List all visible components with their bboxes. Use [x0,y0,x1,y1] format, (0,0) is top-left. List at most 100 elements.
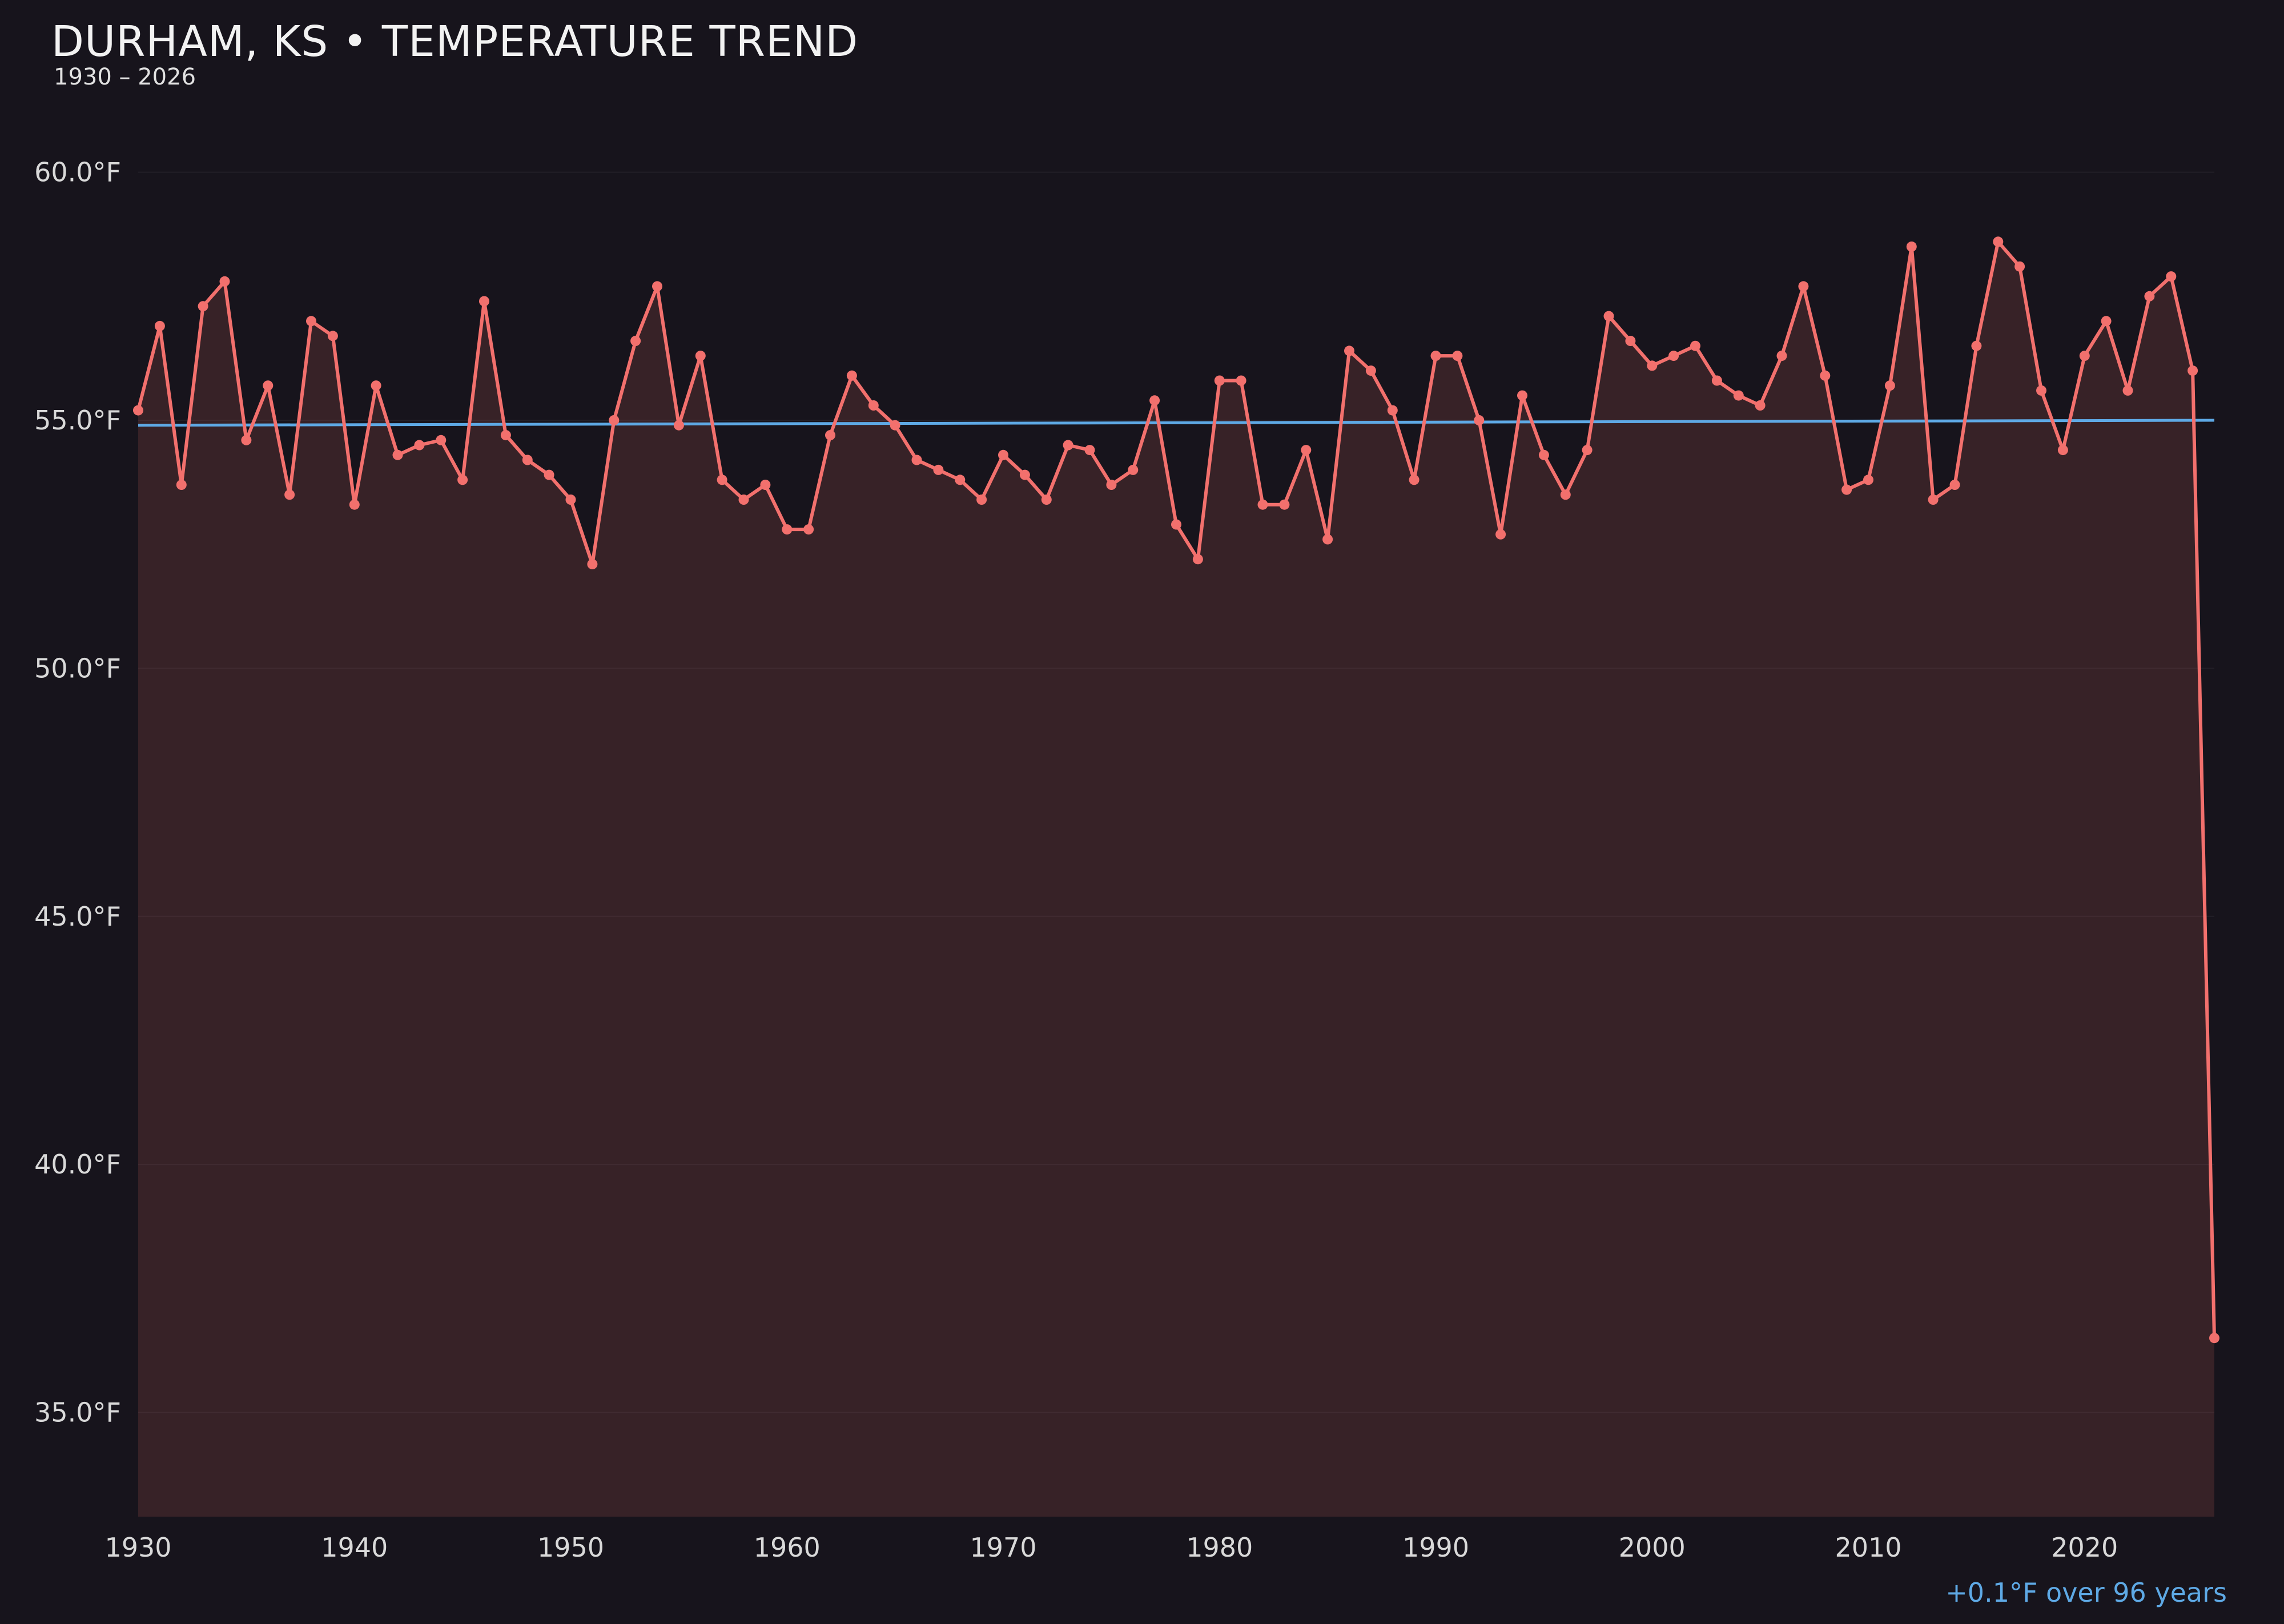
data-point-marker [1711,375,1722,386]
data-point-marker [825,430,835,441]
data-point-marker [1430,351,1441,361]
y-axis-tick-label: 45.0°F [34,901,121,932]
x-axis-tick-label: 1990 [1402,1532,1469,1563]
data-point-marker [1301,445,1312,456]
data-point-marker [609,415,620,425]
data-point-marker [1625,336,1636,346]
data-point-marker [327,331,338,341]
page-title: DURHAM, KS • TEMPERATURE TREND [51,17,859,66]
data-point-marker [1906,241,1917,252]
data-point-marker [1971,340,1982,351]
data-point-marker [738,495,749,505]
data-point-marker [1279,499,1290,510]
data-point-marker [1171,519,1181,530]
data-point-marker [1149,395,1160,406]
data-point-marker [1452,351,1463,361]
data-point-marker [695,351,706,361]
x-axis-tick-label: 1930 [104,1532,171,1563]
data-point-marker [1776,351,1787,361]
data-point-marker [1236,375,1246,386]
data-point-marker [1647,360,1658,371]
data-point-marker [522,455,533,465]
y-axis-tick-label: 55.0°F [34,405,121,436]
data-point-marker [2079,351,2090,361]
data-point-marker [717,475,727,485]
area-fill [138,242,2214,1517]
data-point-marker [544,469,554,480]
data-point-marker [1041,495,1052,505]
data-point-marker [1582,445,1593,456]
x-axis-tick-label: 1960 [754,1532,821,1563]
data-point-marker [219,276,230,287]
data-point-marker [652,281,662,292]
data-point-marker [673,420,684,431]
y-axis-tick-label: 60.0°F [34,157,121,188]
data-point-marker [1106,480,1117,490]
data-point-marker [457,475,468,485]
data-point-marker [133,405,143,416]
data-point-marker [1063,440,1073,451]
data-point-marker [1214,375,1225,386]
data-point-marker [500,430,511,441]
data-point-marker [2014,261,2025,272]
data-point-marker [349,499,360,510]
data-point-marker [565,495,576,505]
x-axis-tick-label: 1940 [321,1532,388,1563]
data-point-marker [976,495,987,505]
data-point-marker [154,320,165,331]
data-point-marker [2036,385,2046,396]
data-point-marker [782,524,793,535]
data-point-marker [1517,390,1527,401]
data-point-marker [1084,445,1095,456]
x-axis-tick-label: 2010 [1835,1532,1901,1563]
data-point-marker [630,336,641,346]
data-point-marker [1820,370,1831,381]
data-point-marker [1538,449,1549,460]
data-point-marker [1603,311,1614,321]
data-point-marker [846,370,857,381]
x-axis-tick-label: 1970 [970,1532,1036,1563]
data-point-marker [1733,390,1744,401]
data-point-marker [1365,365,1376,376]
data-point-marker [479,296,489,307]
data-point-marker [1841,484,1852,495]
data-point-marker [1560,489,1571,500]
data-point-marker [933,464,944,475]
data-point-marker [1949,480,1960,490]
data-point-marker [1128,464,1139,475]
data-point-marker [414,440,425,451]
data-point-marker [911,455,922,465]
data-point-marker [2057,445,2068,456]
x-axis-tick-label: 2020 [2051,1532,2118,1563]
data-point-marker [1192,554,1203,565]
data-point-marker [371,380,381,391]
data-point-marker [1884,380,1895,391]
data-point-marker [1928,495,1939,505]
data-point-marker [1993,236,2004,247]
data-point-marker [1387,405,1398,416]
data-point-marker [1755,400,1766,411]
data-point-marker [1863,475,1873,485]
data-point-marker [436,435,447,445]
data-point-marker [890,420,900,431]
data-point-marker [587,559,598,569]
data-point-marker [2188,365,2198,376]
data-point-marker [2209,1333,2219,1344]
data-point-marker [2166,271,2177,282]
data-point-marker [2144,291,2155,302]
data-point-marker [1409,475,1420,485]
data-point-marker [1668,351,1679,361]
data-point-marker [1495,529,1506,540]
data-point-marker [306,316,316,327]
data-point-marker [868,400,879,411]
data-point-marker [1344,345,1354,356]
data-point-marker [2101,316,2112,327]
chart-subtitle: 1930 – 2026 [54,64,196,90]
data-point-marker [955,475,966,485]
data-point-marker [1474,415,1485,425]
data-point-marker [2122,385,2133,396]
data-point-marker [263,380,274,391]
data-point-marker [803,524,814,535]
